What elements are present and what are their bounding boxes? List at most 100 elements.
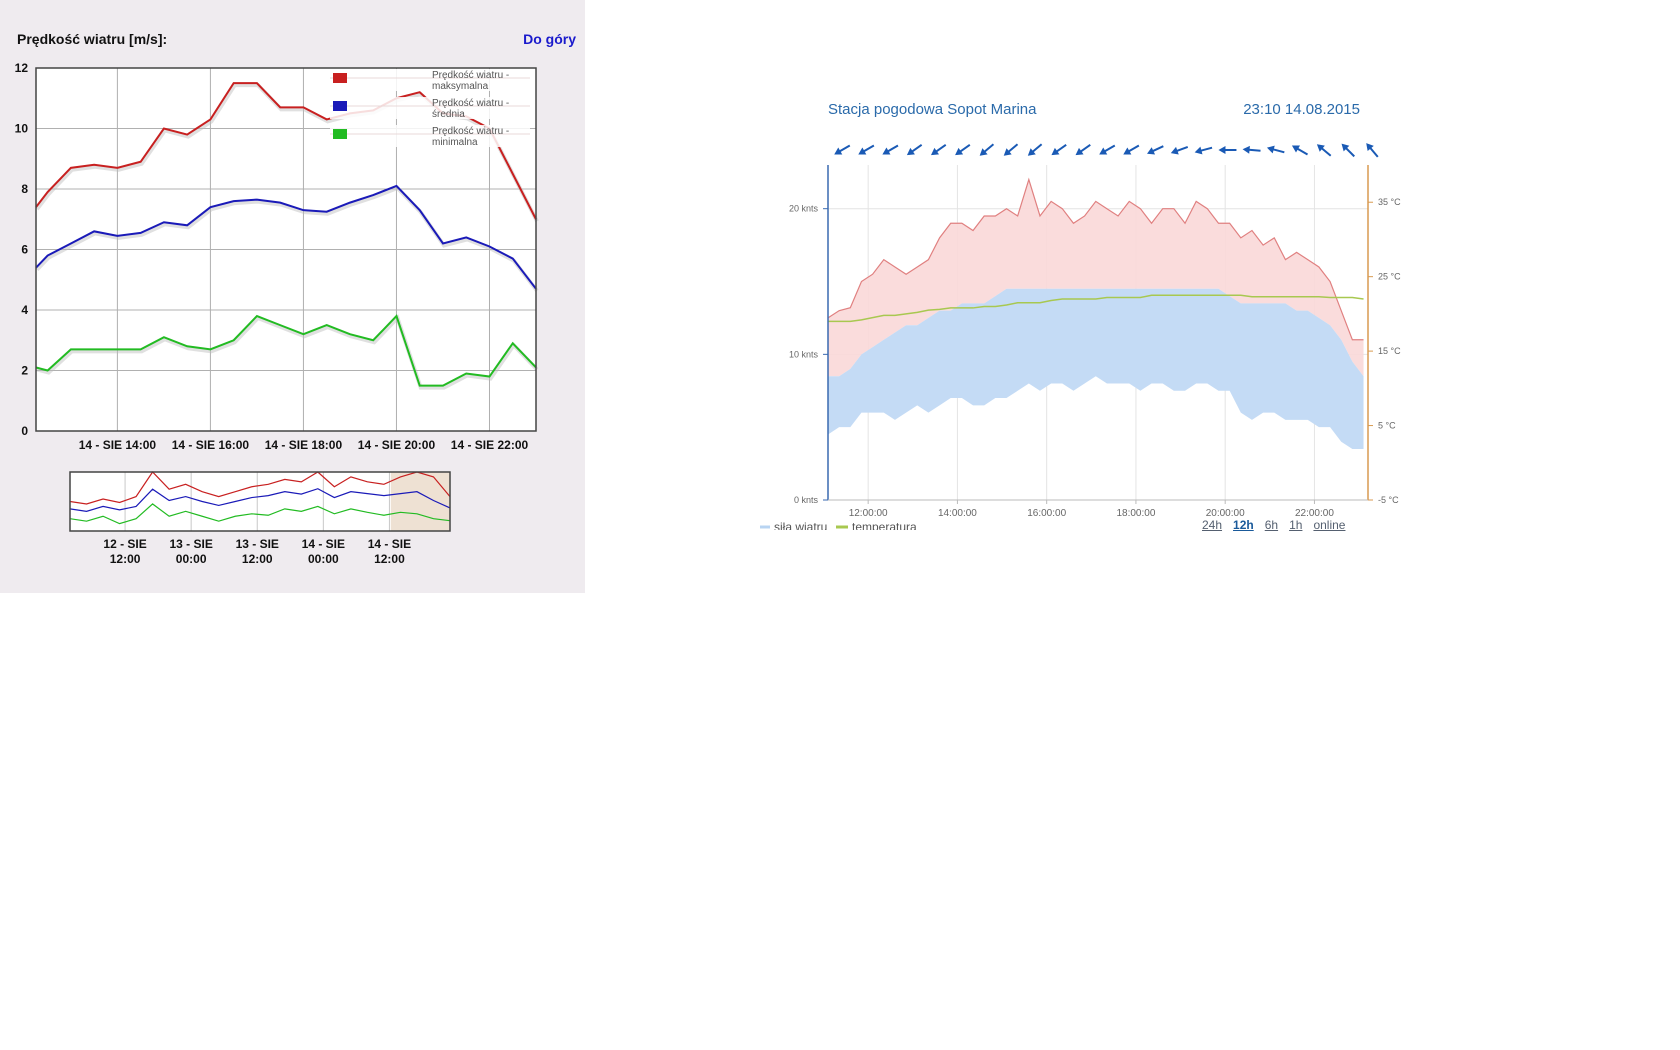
wind-direction-icon <box>1075 144 1091 156</box>
wind-direction-icon <box>1170 145 1189 155</box>
wind-direction-icon <box>858 144 875 155</box>
arrow-head <box>1075 147 1084 156</box>
arrow-head <box>930 147 940 156</box>
arrow-head <box>1099 147 1108 155</box>
temperature-line <box>828 294 1364 323</box>
legend: Prędkość wiatru - maksymalna Prędkość wiat… <box>330 69 530 148</box>
legend-swatch <box>333 129 347 139</box>
navigator-tick-label: 00:00 <box>308 552 339 566</box>
wind-max-line <box>827 177 1364 341</box>
wind-direction-icon <box>1316 144 1332 157</box>
wind-direction-icon <box>882 144 899 155</box>
legend: siła wiatru temperatura <box>760 520 917 530</box>
arrow-head <box>1051 147 1060 156</box>
wind-direction-icon <box>1366 143 1379 158</box>
y-left-tick-label: 10 knts <box>789 349 819 359</box>
y-tick-label: 6 <box>21 243 28 257</box>
x-tick-label: 12:00:00 <box>849 508 888 519</box>
x-tick-label: 22:00:00 <box>1295 508 1334 519</box>
arrow-head <box>906 147 915 156</box>
wind-direction-icon <box>906 144 923 156</box>
navigator-tick-label: 12:00 <box>110 552 141 566</box>
wind-direction-icon <box>1341 143 1355 158</box>
wind-direction-icon <box>1051 144 1067 156</box>
legend-label: średnia <box>432 109 465 120</box>
wind-direction-icon <box>1123 144 1140 155</box>
wind-direction-icon <box>1147 145 1164 155</box>
navigator-tick-label: 13 - SIE <box>169 537 212 551</box>
arrow-head <box>858 147 867 155</box>
y-tick-label: 8 <box>21 182 28 196</box>
navigator-line-0 <box>69 471 451 505</box>
legend-label: minimalna <box>432 137 478 148</box>
wind-direction-icon <box>1291 145 1309 156</box>
navigator-area <box>70 472 450 531</box>
legend-label: temperatura <box>852 520 917 530</box>
back-to-top-link[interactable]: Do góry <box>523 31 576 47</box>
arrow-head <box>834 147 843 155</box>
arrow-head <box>1266 145 1275 154</box>
navigator-line-1 <box>69 488 451 512</box>
y-tick-label: 0 <box>21 424 28 438</box>
legend-label: siła wiatru <box>774 520 827 530</box>
arrow-head <box>1218 146 1226 154</box>
legend-label: Prędkość wiatru - <box>432 98 509 109</box>
arrow-head <box>1242 145 1250 154</box>
navigator-tick-label: 14 - SIE <box>302 537 345 551</box>
x-tick-label: 14:00:00 <box>938 508 977 519</box>
range-link-1h[interactable]: 1h <box>1289 518 1303 532</box>
arrow-head <box>1291 145 1300 153</box>
legend-label: maksymalna <box>432 81 489 92</box>
range-link-12h[interactable]: 12h <box>1233 518 1254 532</box>
wind-max-band <box>828 179 1364 377</box>
arrow-head <box>882 147 891 155</box>
arrow-head <box>1194 146 1203 155</box>
y-left-tick-label: 20 knts <box>789 204 819 214</box>
x-tick-label: 20:00:00 <box>1206 508 1245 519</box>
arrow-head <box>1123 147 1132 155</box>
wind-direction-icon <box>979 143 995 156</box>
legend-label: Prędkość wiatru - <box>432 126 509 137</box>
series-line-1 <box>35 184 537 290</box>
x-tick-label: 14 - SIE 20:00 <box>358 438 436 452</box>
wind-direction-icon <box>834 144 851 155</box>
y-tick-label: 12 <box>15 61 29 75</box>
navigator-tick-label: 00:00 <box>176 552 207 566</box>
x-tick-label: 14 - SIE 14:00 <box>79 438 157 452</box>
arrow-head <box>1170 146 1179 155</box>
left-chart-panel: Prędkość wiatru [m/s]: Do góry 0 2 4 6 8 10 12… <box>0 0 585 593</box>
legend-bg <box>330 69 530 91</box>
y-tick-label: 2 <box>21 364 28 378</box>
range-link-6h[interactable]: 6h <box>1264 518 1279 532</box>
series-shadow <box>36 314 539 390</box>
wind-direction-icon <box>1194 146 1213 155</box>
series-shadow <box>35 185 539 293</box>
navigator-line-2 <box>69 503 451 525</box>
wind-direction-icon <box>1099 144 1116 155</box>
range-link-24h[interactable]: 24h <box>1202 518 1223 532</box>
navigator-border <box>69 471 451 532</box>
x-tick-label: 14 - SIE 18:00 <box>265 438 343 452</box>
y-right-tick-label: 15 °C <box>1378 346 1401 356</box>
y-tick-label: 10 <box>15 122 29 136</box>
wind-direction-icon <box>1266 145 1285 154</box>
wind-direction-icon <box>1218 146 1237 154</box>
wind-speed-chart: 0 2 4 6 8 10 12 14 - SIE 14:00 14 - SIE 16:00 14 … <box>15 61 539 566</box>
y-right-tick-label: -5 °C <box>1378 495 1399 505</box>
arrow-head <box>1366 143 1374 152</box>
y-right-tick-label: 5 °C <box>1378 421 1396 431</box>
station-title: Stacja pogodowa Sopot Marina <box>828 101 1037 118</box>
x-tick-label: 18:00:00 <box>1116 508 1155 519</box>
plot-border <box>35 67 537 432</box>
y-right-tick-label: 25 °C <box>1378 272 1401 282</box>
range-link-online[interactable]: online <box>1313 518 1346 532</box>
arrow-head <box>1147 147 1156 155</box>
wind-direction-icon <box>955 144 971 156</box>
y-left-tick-label: 0 knts <box>794 495 819 505</box>
navigator-tick-label: 12:00 <box>374 552 405 566</box>
wind-direction-icon <box>1242 145 1261 154</box>
navigator-tick-label: 14 - SIE <box>368 537 411 551</box>
arrow-head <box>979 148 988 156</box>
x-tick-label: 16:00:00 <box>1027 508 1066 519</box>
wind-direction-icon <box>1003 143 1019 156</box>
